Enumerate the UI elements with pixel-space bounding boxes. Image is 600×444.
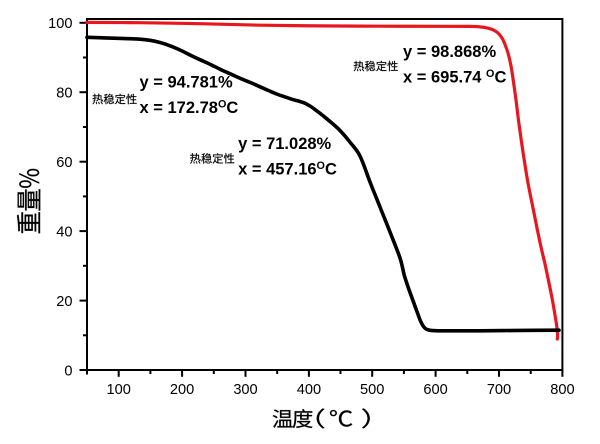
svg-text:300: 300 [233,382,257,398]
svg-text:y = 71.028%: y = 71.028% [238,135,331,153]
svg-text:700: 700 [487,382,511,398]
svg-text:80: 80 [56,86,72,102]
svg-text:200: 200 [170,382,194,398]
svg-text:400: 400 [297,382,321,398]
svg-text:20: 20 [56,294,72,310]
svg-text:y = 94.781%: y = 94.781% [140,74,233,92]
svg-text:60: 60 [56,155,72,171]
svg-text:800: 800 [550,382,574,398]
svg-text:x = 457.16OC: x = 457.16OC [238,160,337,178]
svg-text:y = 98.868%: y = 98.868% [403,43,496,61]
svg-text:100: 100 [48,16,72,32]
svg-text:40: 40 [56,224,72,240]
svg-text:x = 172.78OC: x = 172.78OC [140,99,239,117]
svg-text:600: 600 [423,382,447,398]
svg-text:500: 500 [360,382,384,398]
svg-text:0: 0 [64,363,72,379]
svg-text:x = 695.74 OC: x = 695.74 OC [403,68,506,86]
svg-text:100: 100 [107,382,131,398]
